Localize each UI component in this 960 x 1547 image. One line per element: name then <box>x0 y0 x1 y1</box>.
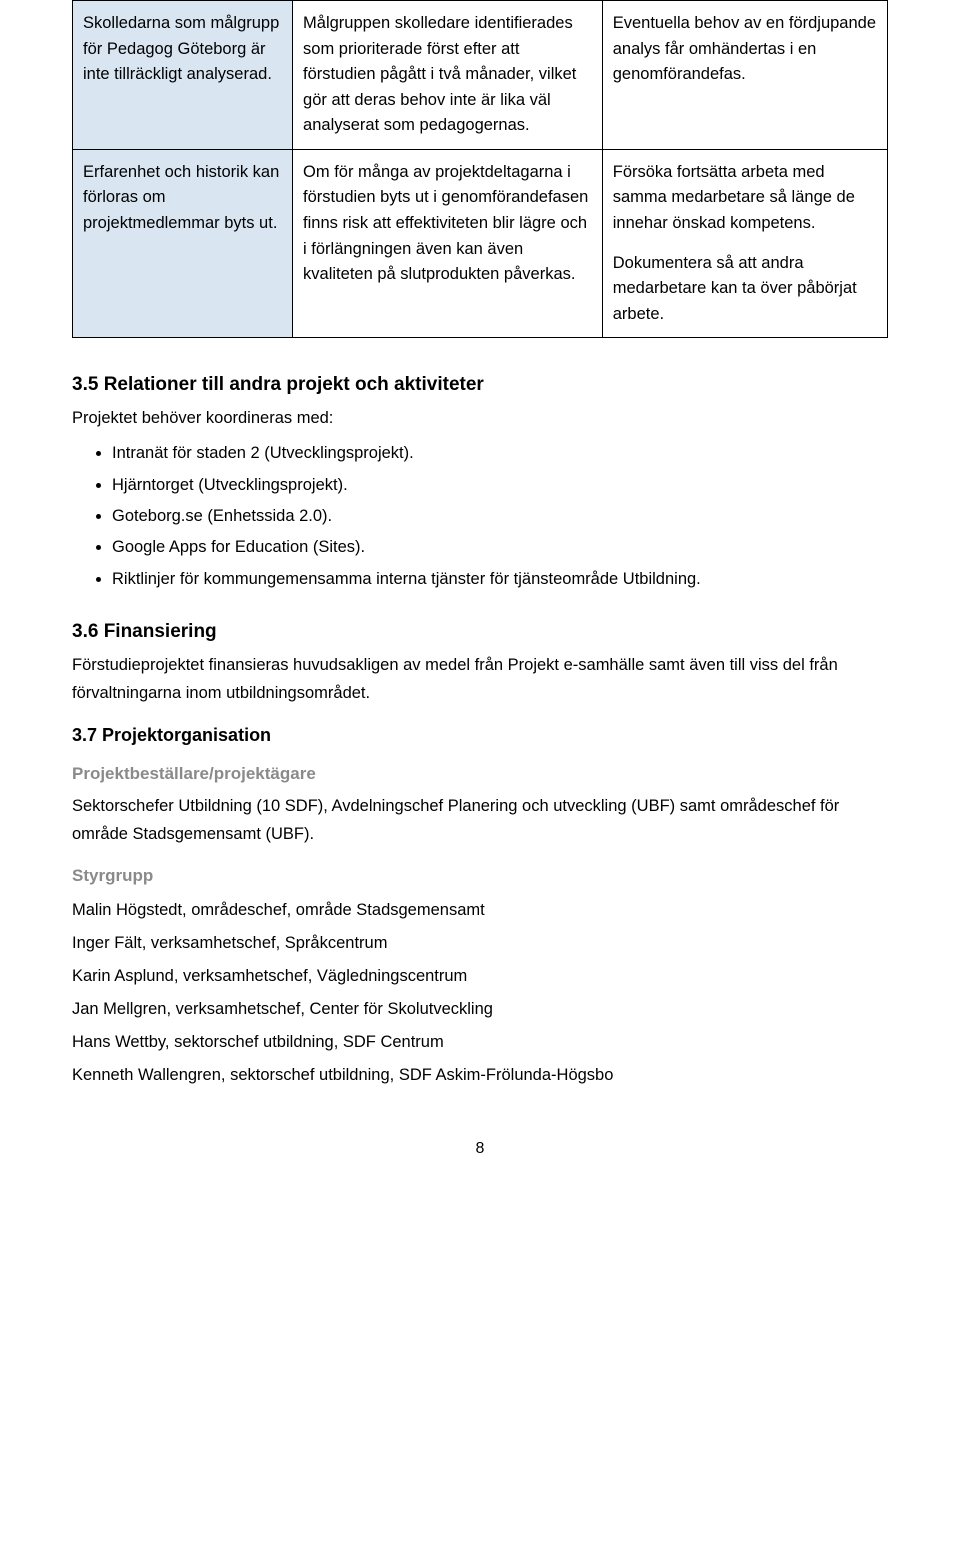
section-3-6-heading: 3.6 Finansiering <box>72 621 888 643</box>
steering-heading: Styrgrupp <box>72 866 888 886</box>
table-row: Skolledarna som målgrupp för Pedagog Göt… <box>73 1 888 150</box>
section-3-6-body: Förstudieprojektet finansieras huvudsakl… <box>72 651 888 707</box>
table-cell-risk: Erfarenhet och historik kan förloras om … <box>73 149 293 337</box>
action-text: Eventuella behov av en fördjupande analy… <box>613 14 876 83</box>
section-3-5-intro: Projektet behöver koordineras med: <box>72 404 888 432</box>
member: Karin Asplund, verksamhetschef, Vägledni… <box>72 960 888 993</box>
member: Kenneth Wallengren, sektorschef utbildni… <box>72 1059 888 1092</box>
page-number: 8 <box>72 1140 888 1158</box>
list-item: Goteborg.se (Enhetssida 2.0). <box>112 501 888 532</box>
owner-body: Sektorschefer Utbildning (10 SDF), Avdel… <box>72 792 888 848</box>
member: Malin Högstedt, områdeschef, område Stad… <box>72 894 888 927</box>
table-row: Erfarenhet och historik kan förloras om … <box>73 149 888 337</box>
section-3-5-list: Intranät för staden 2 (Utvecklingsprojek… <box>112 438 888 595</box>
list-item: Intranät för staden 2 (Utvecklingsprojek… <box>112 438 888 469</box>
list-item: Riktlinjer för kommungemensamma interna … <box>112 564 888 595</box>
list-item: Hjärntorget (Utvecklingsprojekt). <box>112 470 888 501</box>
member: Jan Mellgren, verksamhetschef, Center fö… <box>72 993 888 1026</box>
owner-heading: Projektbeställare/projektägare <box>72 764 888 784</box>
steering-members: Malin Högstedt, områdeschef, område Stad… <box>72 894 888 1092</box>
action-text-2: Dokumentera så att andra medarbetare kan… <box>613 251 877 328</box>
table-cell-action: Eventuella behov av en fördjupande analy… <box>602 1 887 150</box>
page-container: Skolledarna som målgrupp för Pedagog Göt… <box>0 0 960 1198</box>
member: Hans Wettby, sektorschef utbildning, SDF… <box>72 1026 888 1059</box>
section-3-7-heading: 3.7 Projektorganisation <box>72 725 888 746</box>
table-cell-description: Om för många av projektdeltagarna i förs… <box>293 149 603 337</box>
member: Inger Fält, verksamhetschef, Språkcentru… <box>72 927 888 960</box>
table-cell-action: Försöka fortsätta arbeta med samma medar… <box>602 149 887 337</box>
section-3-5-heading: 3.5 Relationer till andra projekt och ak… <box>72 374 888 396</box>
table-cell-risk: Skolledarna som målgrupp för Pedagog Göt… <box>73 1 293 150</box>
list-item: Google Apps for Education (Sites). <box>112 532 888 563</box>
analysis-table: Skolledarna som målgrupp för Pedagog Göt… <box>72 0 888 338</box>
table-cell-description: Målgruppen skolledare identifierades som… <box>293 1 603 150</box>
action-text-1: Försöka fortsätta arbeta med samma medar… <box>613 163 855 232</box>
